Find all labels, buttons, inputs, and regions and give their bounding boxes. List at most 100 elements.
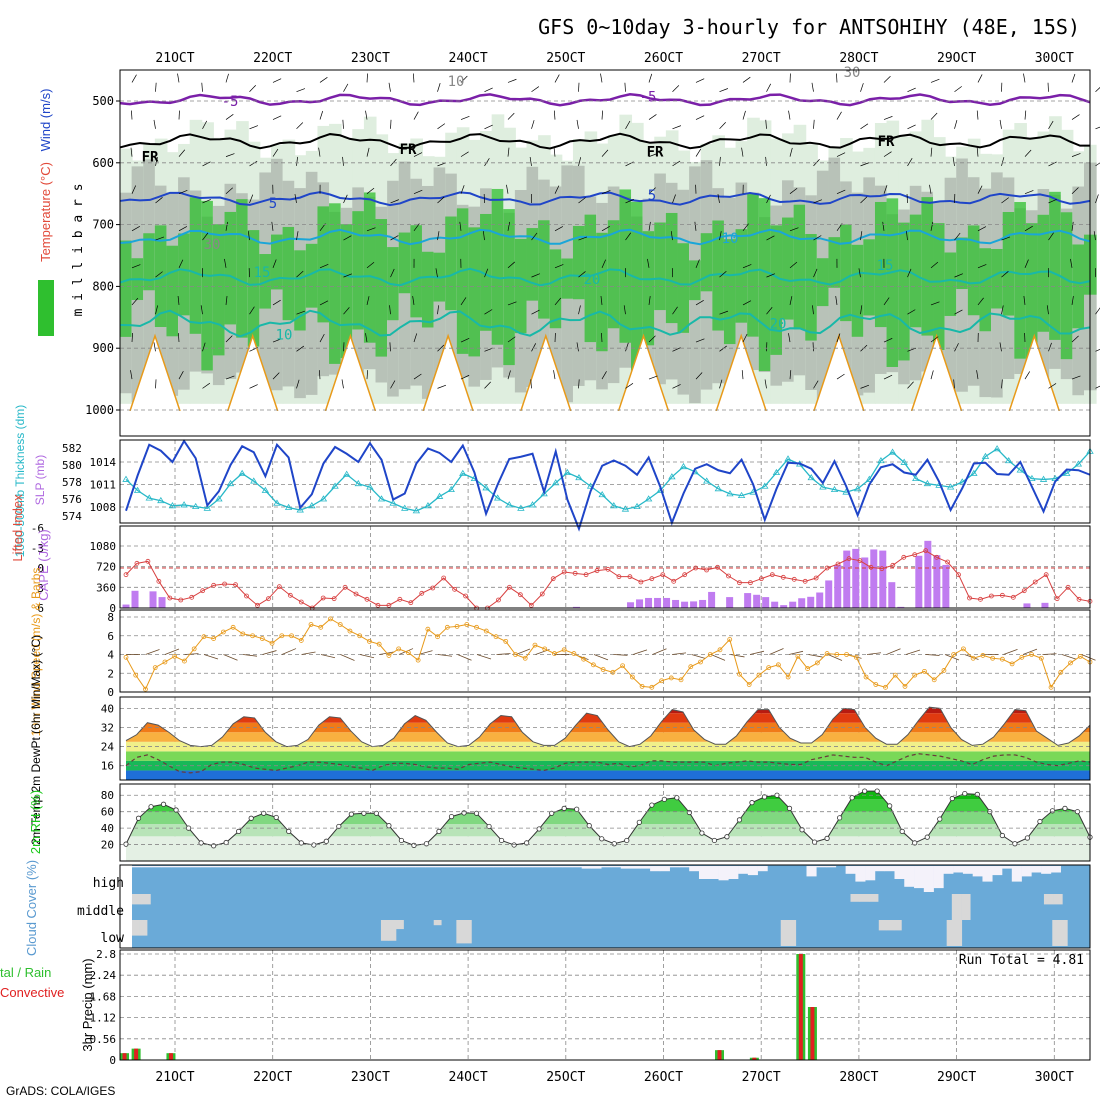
li-point [835,561,841,567]
wind10m-barb [418,650,433,655]
cloud-cell-high [435,866,446,868]
wind-barb [155,236,165,241]
li-point [572,570,578,576]
thickness-point [621,505,630,512]
thickness-point [226,479,235,487]
wind-barb [319,264,329,269]
rh2m-point [1062,805,1068,811]
wind-barb [836,152,846,157]
cloud-cell-high [992,866,1003,876]
wind-barb [883,185,888,194]
wind-barb [672,384,681,389]
x-date-label-top-5: 26OCT [644,51,683,66]
temp-contour-30 [617,333,670,412]
wind-barb [1046,305,1049,315]
wind10m-barb [301,651,316,655]
wind10m-barb [730,654,745,658]
rh2m-tick-0: 20 [101,839,114,852]
thickness-point [784,455,792,462]
precip-legend-total: tal / Rain [0,965,51,980]
x-date-label-top-7: 28OCT [839,51,878,66]
wind-barb [271,221,274,231]
cloud-cell-high [1011,866,1022,882]
wind-barb [131,333,133,343]
wind-barb [131,264,141,269]
cloud-cell-high [171,866,182,868]
wind10m-point [337,622,343,627]
wind-barb [343,83,349,92]
li-point [1010,594,1016,600]
wind10m-point [629,674,635,680]
rh2m-point [937,816,943,822]
wind-barb [578,271,586,278]
slp-line [125,439,1091,532]
li-point [715,564,720,570]
cape-bar [924,540,932,608]
thickness-point [598,490,606,498]
li-point [780,574,786,580]
panel-border [119,525,1091,609]
thickness-point [888,448,897,455]
wind-barb [600,73,603,83]
cape-bar [627,602,635,608]
wind-barb [1071,375,1081,380]
slp-tick-2: 1014 [90,456,117,469]
temp-tick-3: 40 [101,702,114,715]
wind-barb [342,156,344,166]
x-date-label-bottom-4: 25OCT [546,1070,585,1085]
rh-band-green [375,219,389,357]
wind-barb [883,338,893,343]
wind10m-point [1019,654,1025,660]
li-point [145,558,151,564]
wind-barb [437,162,447,167]
cape-bar [834,564,842,608]
li-point [287,592,293,598]
rh2m-point [198,840,204,846]
wind-barb [600,295,603,305]
wind10m-point [162,659,168,665]
thickness-point [250,477,258,484]
wind10m-barb [515,648,531,655]
thickness-point [946,483,955,490]
wind-barb [719,379,723,389]
wind-barb [1071,73,1076,83]
wind-barb [954,232,961,241]
thickness-point [273,499,281,506]
cloud-cell-middle [859,894,870,902]
li-point [737,580,742,586]
wind-barb [954,343,959,352]
thickness-point [1063,469,1071,476]
thickness-point [1028,474,1036,481]
wind10m-point [1029,652,1034,657]
contour-label-3: FR [400,142,417,158]
rh-band-green [1014,202,1027,359]
wind-barb [954,120,958,129]
li-point [605,566,611,572]
thickness-point [261,486,270,493]
rh2m-tick-3: 80 [101,789,114,802]
wind-barb [390,199,399,204]
li-point [441,575,447,581]
thickness-point [993,445,1001,452]
thickness-point [726,490,734,497]
wind-barb [578,236,588,241]
rh-band-green [874,201,888,328]
temp-contour-30 [226,333,279,412]
slp-thickness-panel: 574 576 578 580 582 1008 1011 1014 1000-500mb Th… [13,405,1094,557]
wind-barb [413,111,419,120]
wind-barb [789,296,793,306]
wind-barb [623,305,626,315]
wind-barb [202,120,208,129]
wind10m-point [1048,684,1054,690]
wind10m-point [1058,669,1064,675]
thickness-point [528,501,537,508]
rh-band-green [421,251,435,328]
li-line [125,550,1091,609]
wind-barb [1024,225,1033,232]
footer-credit: GrADS: COLA/IGES [6,1084,115,1098]
wind10m-barb [320,654,336,659]
thickness-point [389,499,397,506]
wind10m-point [883,684,888,690]
wind-barb [930,336,939,343]
